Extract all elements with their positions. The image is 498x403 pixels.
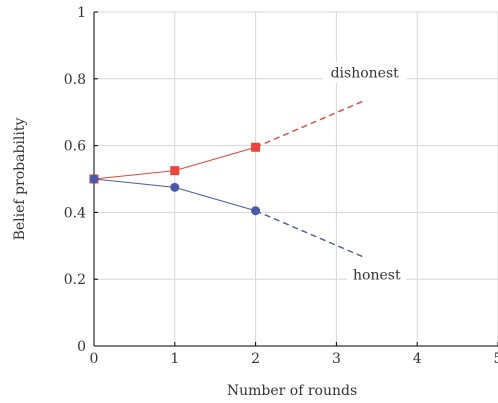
axes — [93, 12, 498, 347]
y-tick-label: 0.2 — [64, 272, 86, 288]
y-tick-label: 0.6 — [64, 139, 86, 155]
x-tick-label: 1 — [170, 351, 179, 367]
dishonest-point — [251, 142, 261, 152]
y-tick-label: 0.8 — [64, 72, 86, 88]
y-tick-label: 0 — [77, 339, 86, 355]
tick-labels: 0 1 2 3 4 5 0 0.2 0.4 0.6 0.8 1 — [64, 5, 498, 367]
grid — [94, 11, 498, 346]
y-tick-label: 1 — [77, 5, 86, 21]
honest-point — [89, 174, 99, 184]
dishonest-label-bg — [322, 62, 407, 83]
honest-point — [170, 182, 180, 192]
dishonest-label: dishonest — [331, 65, 400, 81]
x-tick-label: 0 — [90, 351, 99, 367]
x-axis-label: Number of rounds — [227, 383, 357, 399]
dishonest-projection — [255, 99, 365, 148]
x-tick-label: 2 — [251, 351, 260, 367]
honest-projection — [255, 210, 365, 259]
dishonest-point — [170, 166, 180, 176]
x-tick-label: 5 — [494, 351, 498, 367]
honest-point — [251, 206, 261, 216]
x-tick-label: 3 — [332, 351, 341, 367]
y-axis-label: Belief probability — [12, 118, 28, 241]
x-tick-label: 4 — [413, 351, 422, 367]
honest-label-bg — [347, 264, 407, 285]
y-tick-label: 0.4 — [64, 205, 86, 221]
honest-label: honest — [353, 268, 401, 284]
annotations: dishonest honest — [322, 62, 407, 285]
series — [89, 99, 365, 259]
